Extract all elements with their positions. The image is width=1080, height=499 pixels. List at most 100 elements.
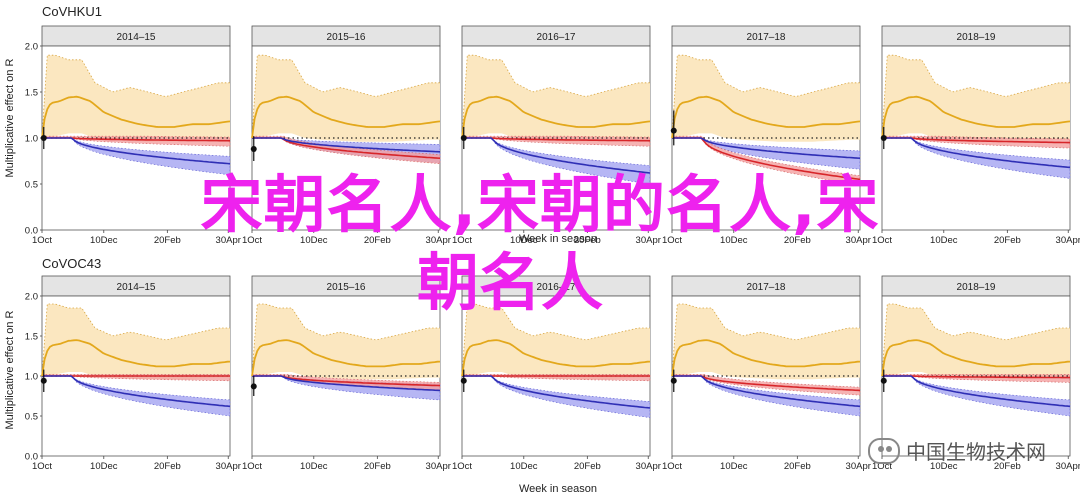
point-estimate [880, 135, 887, 141]
facet-strip-label: 2016–17 [537, 282, 576, 293]
point-estimate [40, 377, 47, 384]
yellow-band [42, 304, 230, 380]
x-tick-label: 10Dec [930, 461, 958, 472]
yellow-band-upper [251, 303, 440, 377]
yellow-band-upper [671, 54, 860, 139]
row-title-2: CoVOC43 [42, 256, 101, 271]
yellow-line [881, 339, 1071, 377]
panel-1-5: 2018–19 1Oct 10Dec 20Feb 30Apr [872, 25, 1080, 246]
y-tick-label: 1.5 [25, 332, 38, 343]
blue-line [252, 375, 441, 392]
x-tick-label: 1Oct [32, 235, 52, 246]
panel-1-2: 2015–16 1Oct 10Dec 20Feb 30Apr [242, 25, 451, 246]
x-tick-label: 20Feb [784, 461, 811, 472]
y-tick-label: 1.0 [25, 134, 38, 145]
yellow-line [461, 339, 651, 377]
blue-line [252, 137, 441, 153]
x-tick-label: 10Dec [510, 235, 538, 246]
facet-strip-label: 2017–18 [747, 282, 786, 293]
point-estimate [460, 377, 467, 384]
yellow-band [672, 55, 860, 142]
yellow-band [252, 55, 440, 142]
x-tick-label: 30Apr [846, 461, 871, 472]
x-tick-label: 20Feb [154, 461, 181, 472]
yellow-band [672, 304, 860, 380]
panel-1-1: 2014–15 1Oct 10Dec 20Feb 30Apr [32, 25, 241, 246]
panel-2-4: 2017–18 1Oct 10Dec 20Feb 30Apr [662, 275, 871, 472]
yellow-band-upper [461, 54, 650, 139]
yellow-band [882, 304, 1070, 380]
y-axis-label-1: Multiplicative effect on R [4, 58, 16, 177]
x-tick-label: 1Oct [872, 235, 892, 246]
blue-line [882, 375, 1071, 408]
yellow-band-upper [881, 303, 1070, 377]
blue-line [462, 137, 651, 174]
facet-strip-label: 2018–19 [957, 282, 996, 293]
yellow-band-upper [671, 303, 860, 377]
x-axis-label-1: Week in season [519, 233, 597, 245]
facet-strip-label: 2014–15 [117, 32, 156, 43]
x-tick-label: 20Feb [364, 461, 391, 472]
x-tick-label: 1Oct [242, 235, 262, 246]
y-tick-label: 2.0 [25, 42, 38, 53]
panel-2-1: 2014–15 1Oct 10Dec 20Feb 30Apr [32, 275, 241, 472]
x-tick-label: 10Dec [930, 235, 958, 246]
x-tick-label: 10Dec [720, 461, 748, 472]
x-tick-label: 30Apr [636, 235, 661, 246]
x-tick-label: 10Dec [300, 461, 328, 472]
y-tick-label: 0.0 [25, 226, 38, 237]
x-tick-label: 20Feb [574, 235, 601, 246]
facet-strip-label: 2017–18 [747, 32, 786, 43]
x-tick-label: 30Apr [636, 461, 661, 472]
yellow-band [462, 55, 650, 142]
yellow-line [461, 95, 651, 139]
facet-strip-label: 2018–19 [957, 32, 996, 43]
yellow-band [252, 304, 440, 380]
facet-strip-label: 2015–16 [327, 32, 366, 43]
red-line [462, 137, 651, 142]
x-tick-label: 20Feb [154, 235, 181, 246]
blue-line [42, 375, 231, 408]
panel-1-3: 2016–17 1Oct 10Dec 20Feb 30Apr [452, 25, 661, 246]
yellow-band-upper [461, 303, 650, 377]
yellow-band-upper [881, 54, 1070, 139]
yellow-line [41, 95, 231, 139]
y-tick-label: 0.5 [25, 412, 38, 423]
x-tick-label: 10Dec [510, 461, 538, 472]
point-estimate [460, 135, 467, 141]
chat-bubble-icon [868, 437, 900, 464]
yellow-line [41, 339, 231, 377]
x-tick-label: 30Apr [1056, 235, 1080, 246]
x-tick-label: 10Dec [90, 461, 118, 472]
yellow-line [671, 95, 861, 139]
x-tick-label: 1Oct [32, 461, 52, 472]
point-estimate [670, 377, 677, 384]
x-tick-label: 30Apr [426, 235, 451, 246]
y-tick-label: 0.0 [25, 452, 38, 463]
x-tick-label: 1Oct [452, 235, 472, 246]
red-line [42, 137, 231, 142]
chart-panels: 0.0 0.5 1.0 1.5 2.0 2014–15 1Oct 10Dec 20Feb 30Ap… [25, 25, 1080, 472]
blue-line [672, 375, 861, 408]
blue-line [672, 137, 861, 159]
x-tick-label: 30Apr [846, 235, 871, 246]
point-estimate [250, 146, 257, 153]
yellow-band-upper [41, 303, 230, 377]
x-tick-label: 20Feb [574, 461, 601, 472]
yellow-band [42, 55, 230, 142]
x-tick-label: 20Feb [994, 461, 1021, 472]
yellow-band-upper [41, 54, 230, 139]
red-line [672, 137, 861, 181]
point-estimate [40, 135, 47, 141]
panel-2-2: 2015–16 1Oct 10Dec 20Feb 30Apr [242, 275, 451, 472]
x-tick-label: 1Oct [662, 235, 682, 246]
blue-line [42, 137, 231, 165]
yellow-band [462, 304, 650, 380]
yellow-band-upper [251, 54, 440, 139]
x-tick-label: 20Feb [784, 235, 811, 246]
panel-1-4: 2017–18 1Oct 10Dec 20Feb 30Apr [662, 25, 871, 246]
x-tick-label: 10Dec [300, 235, 328, 246]
yellow-line [251, 339, 441, 377]
yellow-line [251, 95, 441, 139]
